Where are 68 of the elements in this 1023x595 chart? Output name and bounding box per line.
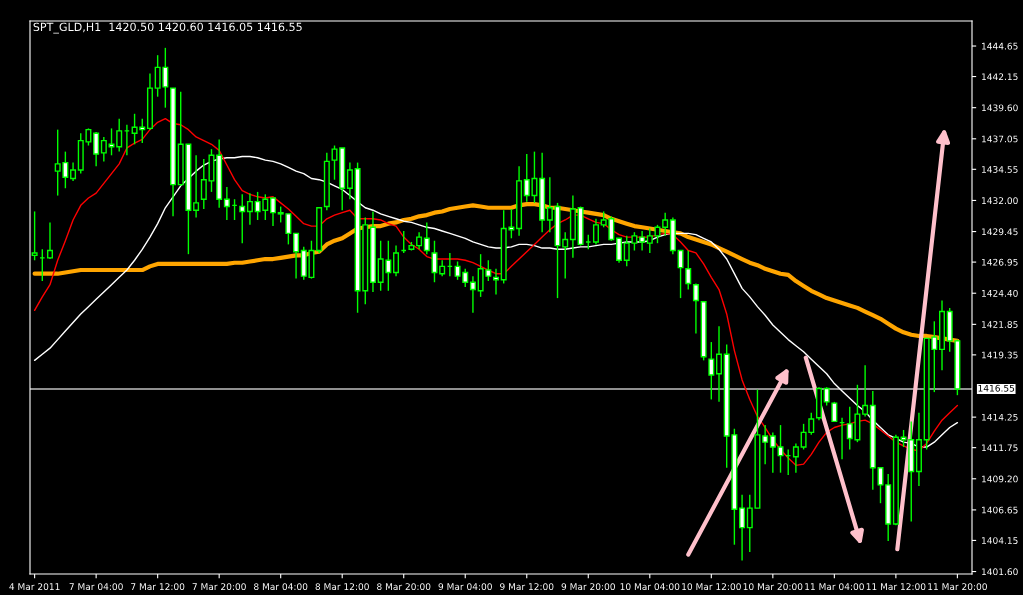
candlestick <box>469 275 476 314</box>
y-tick-label: 1421.85 <box>982 321 1018 328</box>
candlestick <box>708 341 715 401</box>
y-tick-label: 1434.55 <box>982 166 1018 173</box>
candlestick <box>639 230 646 252</box>
y-tick-label: 1432.00 <box>982 197 1018 205</box>
candlestick <box>70 161 77 182</box>
candlestick <box>269 197 276 227</box>
candlestick <box>239 193 246 244</box>
candlestick <box>100 136 107 163</box>
candlestick <box>346 161 353 200</box>
candlestick <box>769 431 776 474</box>
x-tick-label: 9 Mar 04:00 <box>438 583 492 591</box>
y-tick-label: 1406.65 <box>982 506 1018 514</box>
candlestick <box>592 218 599 246</box>
y-tick-label: 1404.15 <box>982 537 1018 544</box>
y-tick-label: 1401.60 <box>982 568 1018 576</box>
y-tick-label: 1444.65 <box>982 42 1018 50</box>
x-tick-label: 9 Mar 12:00 <box>500 583 554 591</box>
x-tick-label: 8 Mar 04:00 <box>254 583 308 591</box>
y-tick-label: 1424.40 <box>982 289 1018 297</box>
candlestick <box>246 192 253 226</box>
y-tick-label: 1439.60 <box>982 104 1018 112</box>
x-tick-label: 11 Mar 20:00 <box>928 583 987 591</box>
y-tick-label: 1442.15 <box>982 73 1018 81</box>
candlestick <box>431 240 438 283</box>
ref-line-label: 1416.55 <box>978 384 1015 392</box>
y-tick-label: 1414.25 <box>982 413 1018 421</box>
y-tick-label: 1409.20 <box>982 475 1018 483</box>
candlestick <box>762 424 769 465</box>
candlestick <box>677 249 684 299</box>
candlestick <box>685 249 692 291</box>
candlestick <box>393 244 400 277</box>
x-tick-label: 8 Mar 12:00 <box>315 583 369 591</box>
y-tick-label: 1426.95 <box>982 258 1018 266</box>
x-tick-label: 10 Mar 12:00 <box>682 583 741 591</box>
x-tick-label: 8 Mar 20:00 <box>377 583 431 591</box>
candlestick <box>223 186 230 221</box>
chart-title: SPT_GLD,H1 1420.50 1420.60 1416.05 1416.55 <box>33 22 302 34</box>
candlestick <box>546 176 553 233</box>
candlestick <box>792 442 799 474</box>
candlestick <box>777 424 784 474</box>
candlestick <box>31 210 38 261</box>
candlestick <box>93 131 100 167</box>
y-tick-label: 1411.75 <box>982 444 1018 452</box>
candlestick <box>616 237 623 264</box>
x-tick-label: 10 Mar 04:00 <box>620 583 680 591</box>
y-tick-label: 1437.05 <box>982 135 1018 143</box>
candlestick <box>193 154 200 219</box>
x-tick-label: 9 Mar 20:00 <box>561 583 615 591</box>
x-tick-label: 11 Mar 12:00 <box>866 583 926 591</box>
candlestick <box>739 493 746 562</box>
candlestick <box>293 232 300 280</box>
y-tick-label: 1419.35 <box>982 351 1018 359</box>
candlestick <box>692 282 699 335</box>
x-tick-label: 7 Mar 04:00 <box>69 583 123 591</box>
y-tick-label: 1429.45 <box>982 228 1018 236</box>
candlestick <box>662 211 669 237</box>
candlestick <box>46 221 53 260</box>
x-tick-label: 10 Mar 20:00 <box>743 583 803 591</box>
x-tick-label: 7 Mar 20:00 <box>192 583 246 591</box>
candlestick <box>716 325 723 403</box>
candlestick <box>862 364 869 418</box>
candlestick <box>423 221 430 255</box>
x-tick-label: 7 Mar 12:00 <box>131 583 185 591</box>
x-tick-label: 4 Mar 2011 <box>9 583 60 591</box>
line-series <box>33 117 959 467</box>
x-tick-label: 11 Mar 04:00 <box>805 583 864 591</box>
